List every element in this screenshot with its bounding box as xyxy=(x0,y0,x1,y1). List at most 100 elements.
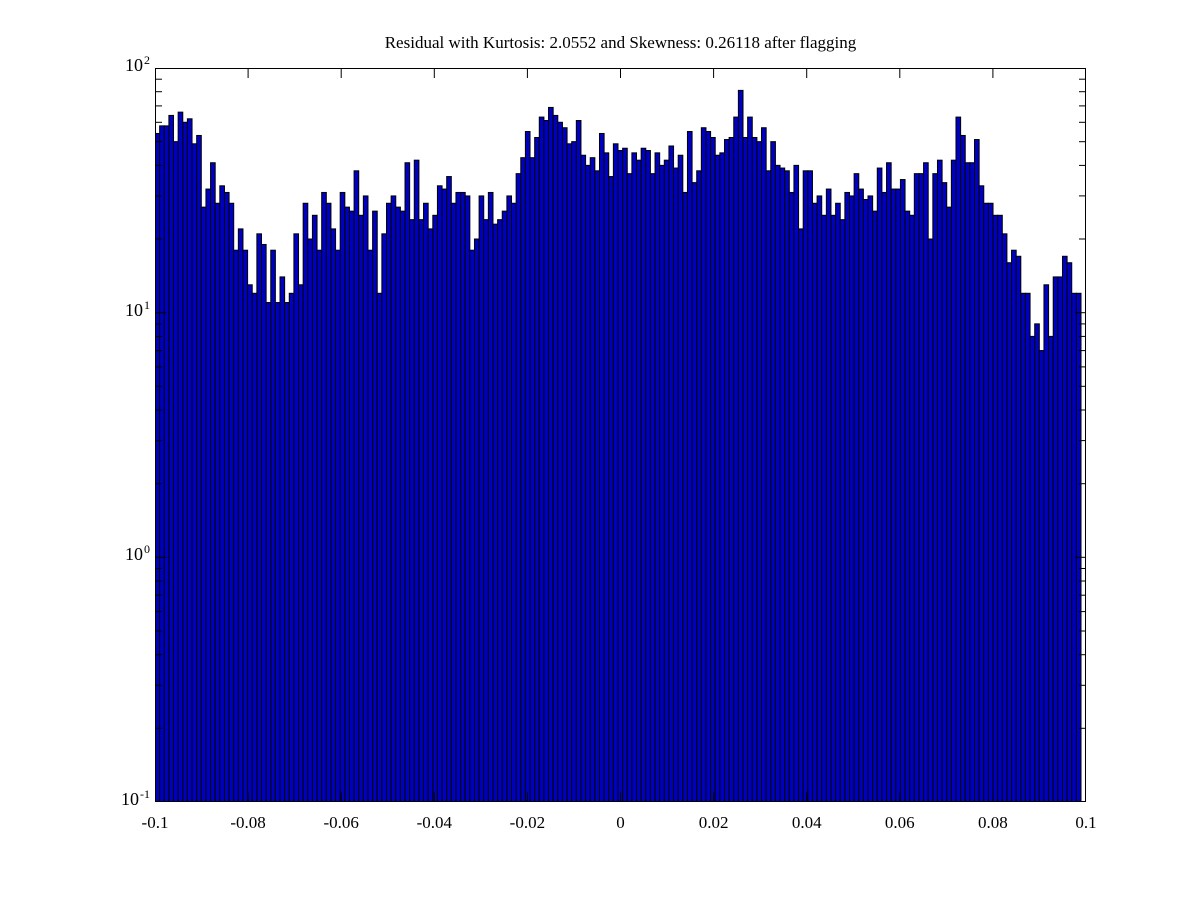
histogram-bar xyxy=(460,191,466,803)
histogram-bar xyxy=(1061,255,1068,803)
histogram-bar xyxy=(1001,233,1008,803)
histogram-bar xyxy=(353,170,360,803)
histogram-bar xyxy=(830,214,837,803)
histogram-bar xyxy=(469,249,475,803)
histogram-bar xyxy=(932,173,938,803)
histogram-bar xyxy=(862,199,869,803)
histogram-bar xyxy=(969,162,976,803)
histogram-bar xyxy=(524,131,531,803)
histogram-bar xyxy=(923,162,929,803)
histogram-bar xyxy=(173,141,179,803)
x-axis-tick-label: -0.08 xyxy=(230,813,266,832)
histogram-bar xyxy=(723,139,730,803)
x-axis-tick-label: 0.1 xyxy=(1075,813,1097,832)
histogram-bar xyxy=(473,238,480,803)
histogram-bar xyxy=(464,195,471,803)
histogram-bar xyxy=(214,202,221,803)
histogram-bar xyxy=(858,188,864,803)
histogram-bar xyxy=(844,191,850,803)
histogram-bar xyxy=(399,210,406,803)
histogram-bar xyxy=(941,182,948,803)
histogram-bar xyxy=(1015,255,1022,803)
histogram-bar xyxy=(367,249,374,803)
x-axis-tick-label: 0.06 xyxy=(884,813,915,832)
histogram-bar xyxy=(520,157,526,803)
histogram-bar xyxy=(640,147,647,803)
histogram-bar xyxy=(409,219,415,803)
histogram-bar xyxy=(501,210,508,803)
histogram-bar xyxy=(719,152,725,803)
histogram-bar xyxy=(946,206,952,803)
histogram-bar xyxy=(983,202,989,803)
histogram-bar xyxy=(987,202,994,803)
y-axis-tick-label: 102 xyxy=(125,53,150,75)
histogram-bar xyxy=(186,118,193,803)
histogram-bar xyxy=(663,159,670,803)
histogram-bar xyxy=(543,120,550,803)
histogram-bar xyxy=(348,210,355,803)
histogram-bar xyxy=(557,121,563,803)
histogram-bar xyxy=(1071,292,1077,803)
y-axis-tick-label: 10-1 xyxy=(121,787,150,809)
histogram-bar xyxy=(955,116,962,803)
histogram-bar xyxy=(487,191,494,803)
histogram-bar xyxy=(242,249,249,803)
histogram-bar xyxy=(497,219,503,803)
histogram-bar xyxy=(293,233,300,803)
histogram-bar xyxy=(747,116,753,803)
y-axis-tick-label: 100 xyxy=(125,542,150,565)
y-axis-tick-label: 101 xyxy=(125,297,150,320)
histogram-bar xyxy=(839,219,846,803)
histogram-bar xyxy=(881,191,888,803)
histogram-bar xyxy=(386,202,392,803)
histogram-bar xyxy=(159,125,165,803)
histogram-bar xyxy=(816,195,823,803)
histogram-bar xyxy=(899,179,906,803)
x-axis-tick-label: 0.04 xyxy=(791,813,822,832)
histogram-bar xyxy=(344,206,350,803)
histogram-bar xyxy=(992,214,999,803)
histogram-bar xyxy=(585,164,591,803)
histogram-bar xyxy=(835,202,841,803)
histogram-bar xyxy=(210,162,216,803)
histogram-bar xyxy=(645,150,651,803)
histogram-bar xyxy=(288,292,295,803)
histogram-bar xyxy=(909,214,915,803)
histogram-bar xyxy=(673,167,679,803)
histogram-bar xyxy=(168,114,175,803)
histogram-bar xyxy=(617,150,624,803)
histogram-bar xyxy=(603,152,610,803)
histogram-bar xyxy=(302,202,309,803)
x-axis-tick-label: -0.04 xyxy=(416,813,452,832)
histogram-bar xyxy=(1075,292,1082,803)
histogram-bar xyxy=(260,243,267,803)
histogram-bar xyxy=(256,233,262,803)
histogram-bar xyxy=(737,89,744,803)
histogram-bar xyxy=(1038,350,1045,803)
histogram-bar xyxy=(316,249,323,803)
histogram-bar xyxy=(205,188,212,803)
histogram-bar xyxy=(1029,335,1036,803)
histogram-bar xyxy=(228,202,235,803)
histogram-bar xyxy=(580,154,587,803)
histogram-bar xyxy=(784,170,790,803)
histogram-bar xyxy=(284,302,290,803)
histogram-bar xyxy=(427,228,434,803)
chart-title: Residual with Kurtosis: 2.0552 and Skewn… xyxy=(384,33,857,52)
histogram-bar xyxy=(270,249,276,803)
histogram-bar xyxy=(395,206,401,803)
histogram-bar xyxy=(742,136,749,803)
histogram-bar xyxy=(849,195,855,803)
histogram-bar xyxy=(677,154,684,803)
x-axis-tick-label: 0.02 xyxy=(698,813,729,832)
histogram-bar xyxy=(566,143,573,803)
histogram-bar xyxy=(964,162,971,803)
histogram-bar xyxy=(761,127,767,803)
histogram-bar xyxy=(756,141,763,803)
histogram-bar xyxy=(251,292,258,803)
histogram-bar xyxy=(237,228,244,803)
histogram-bar xyxy=(626,173,633,803)
histogram-bar xyxy=(811,202,818,803)
histogram-bar xyxy=(436,185,443,803)
